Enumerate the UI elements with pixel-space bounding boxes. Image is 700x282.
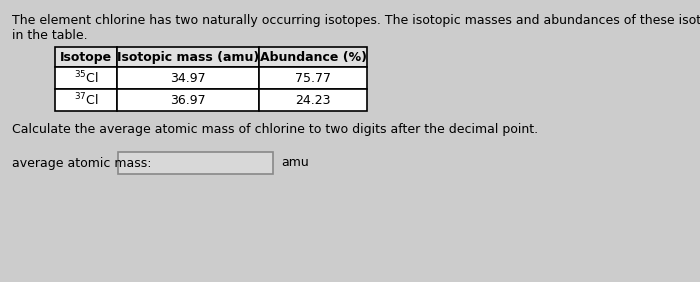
- Text: $^{37}$Cl: $^{37}$Cl: [74, 92, 98, 108]
- Text: $^{35}$Cl: $^{35}$Cl: [74, 70, 98, 86]
- Text: Isotopic mass (amu): Isotopic mass (amu): [117, 50, 259, 63]
- Text: Calculate the average atomic mass of chlorine to two digits after the decimal po: Calculate the average atomic mass of chl…: [12, 123, 538, 136]
- Bar: [55, 67, 117, 89]
- Bar: [117, 47, 259, 67]
- Bar: [117, 67, 259, 89]
- Text: Abundance (%): Abundance (%): [260, 50, 367, 63]
- Text: 75.77: 75.77: [295, 72, 331, 85]
- Bar: [55, 47, 117, 67]
- Bar: [117, 89, 259, 111]
- Bar: [118, 152, 273, 174]
- Text: 36.97: 36.97: [170, 94, 206, 107]
- Text: average atomic mass:: average atomic mass:: [12, 157, 151, 169]
- Text: amu: amu: [281, 157, 309, 169]
- Bar: [259, 47, 367, 67]
- Text: Isotope: Isotope: [60, 50, 112, 63]
- Text: 24.23: 24.23: [295, 94, 330, 107]
- Text: The element chlorine has two naturally occurring isotopes. The isotopic masses a: The element chlorine has two naturally o…: [12, 14, 700, 27]
- Text: in the table.: in the table.: [12, 29, 88, 42]
- Bar: [55, 89, 117, 111]
- Bar: [259, 89, 367, 111]
- Text: 34.97: 34.97: [170, 72, 206, 85]
- Bar: [259, 67, 367, 89]
